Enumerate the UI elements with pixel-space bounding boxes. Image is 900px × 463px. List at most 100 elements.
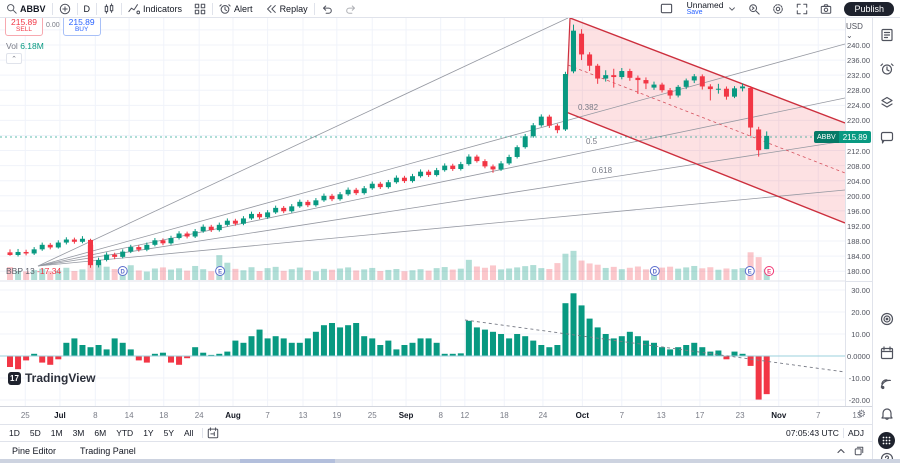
top-toolbar: ABBV D Indicators Alert Replay	[0, 0, 900, 18]
volume-value: 6.18M	[20, 41, 44, 51]
currency-selector[interactable]: USD ⌄	[846, 22, 863, 40]
fib-fan-line	[37, 43, 846, 267]
candlestick-icon	[103, 2, 115, 15]
price-axis-label: 208.00	[847, 161, 870, 171]
time-axis-label: Aug	[225, 411, 241, 420]
channel-bottom-border	[565, 111, 846, 224]
redo-icon	[345, 3, 357, 15]
replay-button[interactable]: Replay	[259, 0, 314, 17]
grid-templates-icon	[194, 3, 206, 15]
bbp-histogram	[0, 293, 846, 400]
price-axis-label: 236.00	[847, 56, 870, 66]
indicators-button[interactable]: Indicators	[122, 0, 188, 17]
tab-trading-panel[interactable]: Trading Panel	[80, 445, 136, 456]
time-axis-label: 13	[298, 411, 308, 420]
alerts-icon[interactable]	[878, 60, 896, 78]
object-tree-icon[interactable]	[878, 94, 896, 112]
clock-utc[interactable]: 07:05:43 UTC	[786, 428, 839, 438]
bbp-axis-label: -10.00	[848, 374, 870, 383]
compare-button[interactable]	[53, 0, 77, 17]
quick-search-button[interactable]	[742, 0, 766, 17]
time-axis[interactable]: 25 Jul 8 14 18 24 Aug 7 13 19 25 Sep 8 12 18 24 Oct 7 13 17…	[0, 406, 872, 424]
settings-button[interactable]	[766, 0, 790, 17]
price-axis-label: 184.00	[847, 252, 870, 262]
camera-icon	[820, 3, 832, 15]
calendar-icon[interactable]	[878, 344, 896, 362]
interval-label: D	[83, 3, 91, 14]
screenshot-button[interactable]	[814, 0, 838, 17]
quick-search-icon	[748, 3, 761, 15]
chat-icon[interactable]	[878, 128, 896, 146]
apps-menu-icon[interactable]	[878, 431, 896, 449]
redo-button[interactable]	[339, 0, 363, 17]
range-button-3m[interactable]: 3M	[72, 428, 85, 438]
bbp-value: -17.34	[37, 266, 62, 276]
svg-text:E: E	[748, 270, 752, 276]
range-button-5y[interactable]: 5Y	[163, 428, 174, 438]
price-axis-label: 212.00	[847, 146, 870, 156]
adj-toggle[interactable]: ADJ	[847, 428, 864, 438]
time-axis-label: 8	[93, 411, 98, 420]
range-button-1m[interactable]: 1M	[50, 428, 63, 438]
layout-square-icon	[660, 2, 673, 15]
publish-button[interactable]: Publish	[844, 1, 894, 16]
divider	[842, 428, 844, 438]
layout-panel-button[interactable]	[654, 0, 679, 17]
hotlists-icon[interactable]	[878, 310, 896, 328]
alert-label: Alert	[234, 3, 253, 14]
indicator-templates-button[interactable]	[188, 0, 212, 17]
price-axis-label: 188.00	[847, 237, 870, 247]
time-axis-label: 13	[656, 411, 666, 420]
tab-pine-editor[interactable]: Pine Editor	[12, 445, 57, 456]
price-axis[interactable]: USD ⌄ 240.00 236.00 232.00 228.00 224.00 220.…	[845, 18, 873, 406]
time-axis-label: Nov	[771, 411, 787, 420]
time-axis-label: 7	[815, 411, 821, 420]
undo-button[interactable]	[315, 0, 339, 17]
range-button-5d[interactable]: 5D	[29, 428, 41, 438]
tradingview-watermark: 17 TradingView	[8, 371, 95, 385]
range-button-1d[interactable]: 1D	[9, 428, 20, 438]
divider	[51, 2, 53, 15]
parallel-channel-fill	[566, 18, 845, 223]
bbp-label: BBP 13	[6, 266, 35, 276]
range-button-1y[interactable]: 1Y	[143, 428, 154, 438]
go-to-date-icon[interactable]	[207, 427, 219, 439]
time-axis-label: 13	[852, 411, 862, 420]
price-axis-label: 232.00	[847, 71, 870, 81]
alert-button[interactable]: Alert	[213, 0, 259, 17]
fib-fan-line	[37, 17, 569, 267]
range-button-ytd[interactable]: YTD	[116, 428, 134, 438]
axis-settings-gear-icon[interactable]: ⚙	[857, 409, 866, 420]
svg-text:D: D	[653, 270, 658, 276]
buy-label: BUY	[74, 25, 89, 33]
legend-collapse-button[interactable]: ⌃	[6, 53, 22, 64]
interval-button[interactable]: D	[78, 0, 97, 17]
price-axis-label: 204.00	[847, 176, 870, 186]
streams-icon[interactable]	[878, 374, 896, 392]
symbol-search-button[interactable]: ABBV	[0, 0, 52, 17]
sell-label: SELL	[16, 25, 32, 33]
chart-pane[interactable]: 0.382 0.5 0.618 D E D E E	[0, 17, 858, 406]
range-button-6m[interactable]: 6M	[94, 428, 107, 438]
range-button-all[interactable]: All	[184, 428, 194, 438]
buy-button[interactable]: 215.89 BUY	[62, 16, 101, 36]
notifications-bell-icon[interactable]	[878, 404, 896, 422]
time-axis-label: 18	[499, 411, 509, 420]
fib-fan-line	[37, 189, 846, 267]
fullscreen-button[interactable]	[790, 0, 814, 17]
svg-text:E: E	[767, 270, 771, 276]
restore-panel-icon[interactable]	[854, 446, 864, 456]
expand-panel-chevron-icon[interactable]	[836, 446, 846, 456]
layout-name-button[interactable]: Unnamed Save	[679, 0, 743, 17]
spread-value: 0.00	[46, 22, 60, 30]
divider	[96, 2, 98, 15]
price-axis-label: 196.00	[847, 206, 870, 216]
bbp-indicator-legend[interactable]: BBP 13 -17.34	[6, 266, 61, 276]
chart-style-button[interactable]	[97, 0, 121, 17]
main-chart-canvas[interactable]: 0.382 0.5 0.618 D E D E E	[0, 17, 858, 406]
watchlist-icon[interactable]	[878, 26, 896, 44]
bbp-trendline	[464, 319, 846, 373]
undo-icon	[321, 3, 333, 15]
time-axis-label: 7	[265, 411, 270, 420]
sell-button[interactable]: 215.89 SELL	[5, 16, 43, 36]
